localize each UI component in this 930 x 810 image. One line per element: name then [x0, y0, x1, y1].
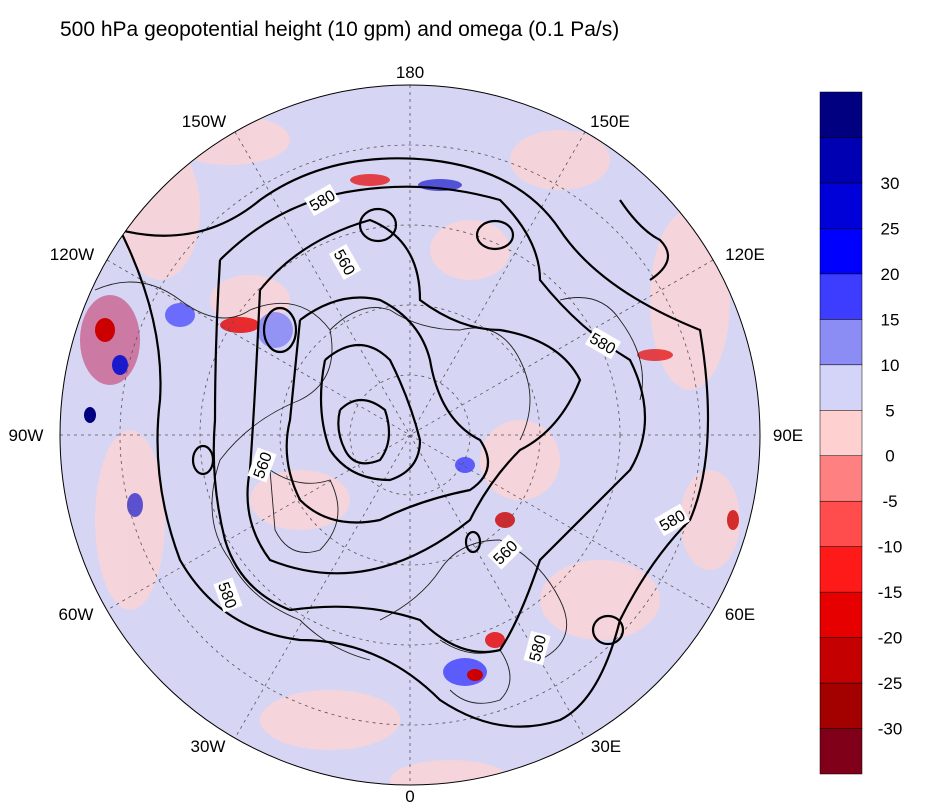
- colorbar-swatch: [819, 319, 863, 366]
- colorbar-swatch: [819, 182, 863, 229]
- lon-label-120e: 120E: [725, 245, 765, 264]
- colorbar-tick-label: 10: [881, 356, 900, 375]
- geopotential-contours: [119, 157, 710, 728]
- colorbar-swatch: [819, 728, 863, 775]
- colorbar-swatch: [819, 637, 863, 684]
- colorbar-swatch: [819, 591, 863, 638]
- lon-label-0: 0: [405, 787, 414, 806]
- lon-label-180: 180: [396, 63, 424, 82]
- lon-label-30e: 30E: [591, 737, 621, 756]
- lon-label-150w: 150W: [182, 112, 226, 131]
- colorbar-tick-label: -20: [878, 629, 903, 648]
- lon-label-60e: 60E: [725, 605, 755, 624]
- lon-label-30w: 30W: [191, 737, 226, 756]
- plot-title: 500 hPa geopotential height (10 gpm) and…: [60, 18, 620, 41]
- contour-label: 580: [527, 633, 550, 663]
- lon-label-150e: 150E: [590, 112, 630, 131]
- colorbar-tick-label: 20: [881, 265, 900, 284]
- coastlines: [94, 281, 643, 704]
- colorbar-tick-label: 15: [881, 310, 900, 329]
- colorbar-tick-label: -25: [878, 674, 903, 693]
- colorbar-swatch: [819, 91, 863, 138]
- colorbar: -30 -25 -20 -15 -10 -5 0 5 10 15 20 25 30: [819, 91, 903, 775]
- colorbar-swatch: [819, 228, 863, 275]
- colorbar-tick-label: 5: [885, 401, 894, 420]
- map-boundary: [59, 84, 761, 786]
- colorbar-tick-label: -15: [878, 583, 903, 602]
- lon-label-120w: 120W: [50, 245, 94, 264]
- colorbar-swatch: [819, 273, 863, 320]
- colorbar-swatch: [819, 364, 863, 411]
- colorbar-swatch: [819, 500, 863, 547]
- colorbar-tick-label: 25: [881, 219, 900, 238]
- colorbar-tick-label: 30: [881, 174, 900, 193]
- lon-label-90e: 90E: [773, 426, 803, 445]
- colorbar-tick-label: -30: [878, 720, 903, 739]
- colorbar-tick-label: 0: [885, 447, 894, 466]
- colorbar-swatch: [819, 455, 863, 502]
- lon-label-90w: 90W: [9, 426, 44, 445]
- lon-label-60w: 60W: [59, 605, 94, 624]
- colorbar-tick-label: -5: [882, 492, 897, 511]
- longitude-labels: 180 150E 120E 90E 60E 30E 0 30W 60W 90W …: [9, 63, 804, 806]
- colorbar-swatch: [819, 546, 863, 593]
- colorbar-swatch: [819, 137, 863, 184]
- map-disc: 580 560 580 560 560 580: [60, 85, 760, 785]
- colorbar-swatch: [819, 682, 863, 729]
- omega-strong-spots: [80, 174, 739, 686]
- colorbar-swatch: [819, 410, 863, 456]
- contour-labels: 580 560 580 560 560 580: [213, 183, 690, 666]
- colorbar-tick-label: -10: [878, 538, 903, 557]
